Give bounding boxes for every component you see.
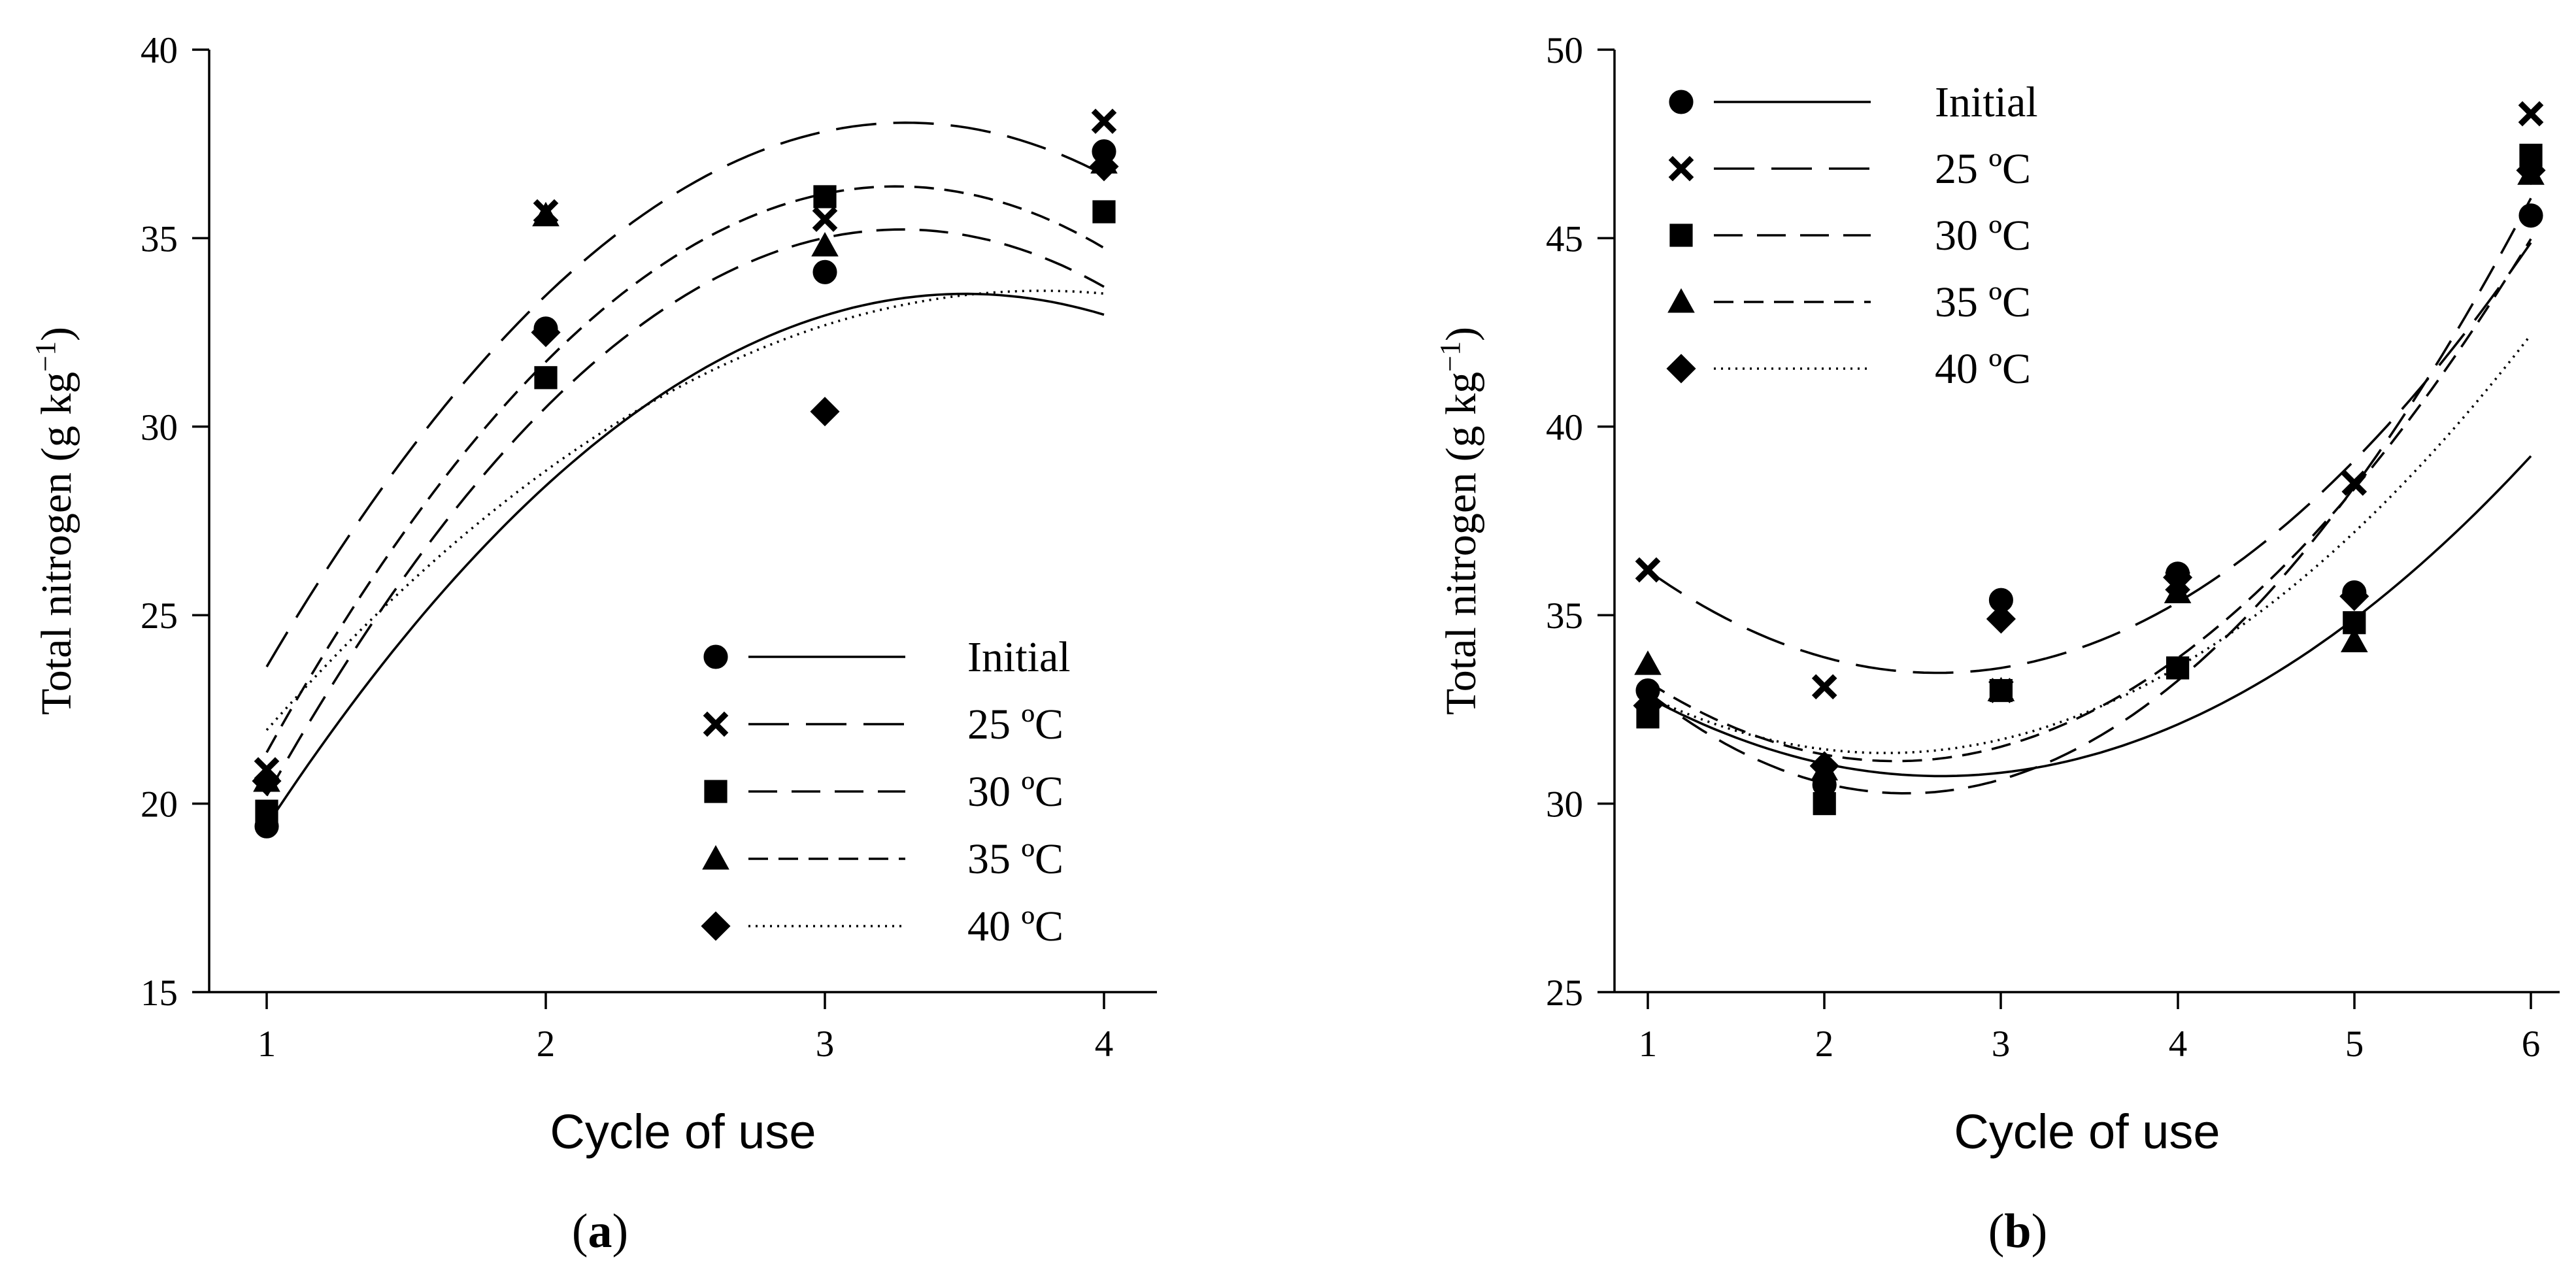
y-tick-label: 35	[1546, 595, 1583, 637]
x-tick-label: 2	[537, 1023, 556, 1065]
data-point-triangle	[811, 231, 839, 257]
data-point-diamond	[1633, 691, 1663, 721]
y-tick-label: 50	[1546, 30, 1583, 71]
fit-curve-diamond	[1647, 333, 2532, 754]
legend: Initial 25 ºC 30 ºC 35 ºC 40 ºC	[701, 633, 1071, 950]
y-axis-label-close: )	[1437, 327, 1485, 341]
legend: Initial 25 ºC 30 ºC 35 ºC 40 ºC	[1666, 78, 2038, 393]
y-axis-label-exponent: −1	[29, 341, 61, 372]
legend-label: Initial	[1935, 78, 2038, 126]
data-point-diamond	[2339, 581, 2369, 611]
legend-label: 40 ºC	[1935, 345, 2031, 393]
data-point-square	[1092, 200, 1116, 224]
panel-label-letter: b	[2004, 1205, 2031, 1258]
x-tick-label: 6	[2522, 1023, 2541, 1065]
data-point-diamond	[1089, 152, 1119, 182]
data-point-diamond	[252, 766, 282, 796]
data-point-x	[2341, 470, 2367, 496]
panel-label: (a)	[572, 1205, 628, 1258]
legend-marker-triangle	[1667, 288, 1695, 313]
legend-marker-diamond	[701, 911, 731, 941]
y-tick-label: 40	[1546, 407, 1583, 448]
y-tick-label: 25	[141, 595, 178, 637]
x-tick-label: 4	[1095, 1023, 1114, 1065]
panel-label-letter: a	[588, 1205, 612, 1258]
data-point-triangle	[1987, 676, 2015, 702]
legend-label: 25 ºC	[1935, 145, 2031, 193]
data-point-x	[1091, 108, 1117, 134]
y-axis-label: Total nitrogen (g kg−1)	[29, 327, 81, 715]
y-tick-label: 40	[141, 30, 178, 71]
panel-label: (b)	[1988, 1205, 2047, 1258]
y-tick-label: 30	[141, 407, 178, 448]
legend-label: 25 ºC	[967, 701, 1063, 748]
legend-marker-diamond	[1666, 354, 1696, 384]
legend-label: Initial	[967, 633, 1071, 681]
x-axis-label: Cycle of use	[550, 1105, 816, 1159]
data-point-x	[1635, 557, 1661, 583]
data-point-diamond	[531, 318, 561, 348]
data-point-diamond	[2163, 562, 2193, 593]
y-tick-label: 20	[141, 784, 178, 825]
data-point-x	[812, 207, 838, 232]
fit-curve-square	[1647, 197, 2532, 795]
y-axis-label-text: Total nitrogen (g kg	[33, 372, 80, 715]
data-point-triangle	[1634, 650, 1662, 675]
fit-curve-x	[1647, 242, 2532, 674]
legend-label: 35 ºC	[1935, 278, 2031, 326]
y-tick-label: 15	[141, 973, 178, 1014]
data-point-diamond	[1809, 751, 1839, 781]
panel-label-close: )	[612, 1205, 629, 1258]
panel-label-open: (	[572, 1205, 588, 1258]
x-tick-label: 3	[816, 1023, 835, 1065]
fit-curve-circle	[265, 292, 1105, 827]
legend-label: 30 ºC	[1935, 212, 2031, 259]
x-tick-label: 2	[1815, 1023, 1834, 1065]
y-tick-label: 35	[141, 218, 178, 259]
chart-panel-a: 15 20 25 30 35 40 1 2 3 4 Initial 25 ºC 30 ºC 35 ºC 40…	[29, 30, 1157, 1258]
y-tick-label: 30	[1546, 784, 1583, 825]
data-point-square	[813, 185, 837, 208]
panel-label-open: (	[1988, 1205, 2005, 1258]
data-point-diamond	[810, 397, 840, 427]
data-point-triangle	[532, 201, 560, 227]
y-tick-label: 45	[1546, 218, 1583, 259]
y-tick-label: 25	[1546, 973, 1583, 1014]
data-point-x	[1811, 674, 1837, 700]
x-tick-label: 3	[1992, 1023, 2011, 1065]
x-tick-label: 1	[1639, 1023, 1658, 1065]
legend-marker-circle	[703, 644, 728, 669]
legend-label: 30 ºC	[967, 768, 1063, 816]
fit-curve-x	[265, 121, 1105, 668]
legend-marker-square	[1669, 224, 1693, 247]
legend-label: 40 ºC	[967, 903, 1063, 950]
data-point-square	[255, 799, 278, 823]
data-point-diamond	[2516, 156, 2546, 186]
data-point-square	[1813, 792, 1836, 816]
x-axis-label: Cycle of use	[1954, 1105, 2220, 1159]
fit-curve-circle	[1647, 455, 2532, 778]
legend-marker-x	[1668, 156, 1694, 182]
y-axis-label-text: Total nitrogen (g kg	[1437, 372, 1485, 715]
legend-marker-triangle	[702, 845, 729, 870]
y-axis-label-exponent: −1	[1434, 341, 1466, 372]
y-axis-label: Total nitrogen (g kg−1)	[1434, 327, 1486, 715]
x-tick-label: 4	[2169, 1023, 2188, 1065]
x-tick-label: 1	[258, 1023, 276, 1065]
fit-curve-square	[265, 228, 1105, 797]
data-point-diamond	[1986, 604, 2016, 634]
panel-label-close: )	[2032, 1205, 2048, 1258]
data-point-circle	[812, 259, 837, 284]
fit-curve-triangle	[1647, 238, 2532, 763]
legend-marker-square	[704, 780, 728, 803]
y-axis-label-close: )	[33, 327, 80, 341]
legend-marker-circle	[1669, 90, 1694, 114]
legend-marker-x	[703, 711, 729, 737]
data-point-x	[2518, 101, 2544, 127]
data-point-triangle	[2341, 627, 2368, 653]
legend-label: 35 ºC	[967, 835, 1063, 883]
x-tick-label: 5	[2345, 1023, 2364, 1065]
